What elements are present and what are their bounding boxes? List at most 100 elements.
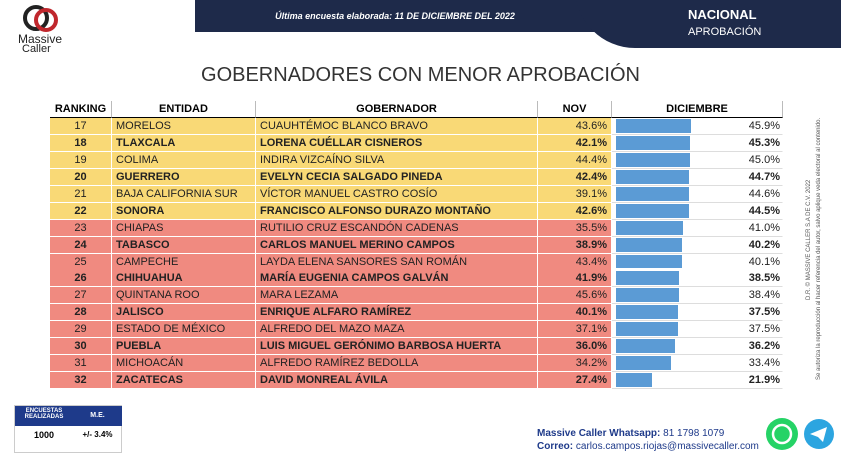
nov: 41.9%: [538, 270, 612, 288]
gobernador: EVELYN CECIA SALGADO PINEDA: [256, 168, 538, 186]
nov: 40.1%: [538, 304, 612, 322]
bar: [616, 237, 682, 252]
header-bar: [195, 0, 595, 32]
dic-label: 45.3%: [748, 136, 780, 149]
whatsapp-label: Massive Caller Whatsapp:: [537, 428, 661, 439]
gobernador: DAVID MONREAL ÁVILA: [256, 372, 538, 390]
gobernador: MARA LEZAMA: [256, 287, 538, 305]
rank: 23: [50, 219, 112, 237]
column-header: RANKING: [50, 101, 112, 118]
survey-info: Última encuesta elaborada: 11 DE DICIEMB…: [195, 11, 595, 21]
entidad: TLAXCALA: [112, 134, 256, 152]
entidad: CHIAPAS: [112, 219, 256, 237]
nov: 35.5%: [538, 219, 612, 237]
scope: NACIONAL: [688, 7, 757, 22]
survey-header-1: ENCUESTAS REALIZADAS: [15, 406, 73, 426]
nov: 39.1%: [538, 185, 612, 203]
nov: 45.6%: [538, 287, 612, 305]
logo-bottom: Caller: [22, 43, 51, 55]
entidad: MICHOACÁN: [112, 355, 256, 373]
dic-label: 44.7%: [748, 170, 780, 183]
dic-label: 45.9%: [748, 120, 780, 132]
bar: [616, 356, 671, 371]
survey-count: 1000: [33, 430, 55, 440]
dic-cell: [612, 372, 783, 390]
entidad: CAMPECHE: [112, 253, 256, 271]
gobernador: CARLOS MANUEL MERINO CAMPOS: [256, 236, 538, 254]
bar: [616, 186, 690, 201]
dic-label: 40.1%: [748, 255, 780, 268]
nov: 43.6%: [538, 118, 612, 135]
survey-box: ENCUESTAS REALIZADAS M.E. 1000 +/- 3.4%: [14, 405, 122, 453]
bar: [616, 220, 684, 235]
gobernador: RUTILIO CRUZ ESCANDÓN CADENAS: [256, 219, 538, 237]
bar: [616, 288, 679, 303]
gobernador: FRANCISCO ALFONSO DURAZO MONTAÑO: [256, 202, 538, 220]
whatsapp-contact: Massive Caller Whatsapp: 81 1798 1079: [537, 428, 724, 439]
rank: 22: [50, 202, 112, 220]
column-header: NOV: [538, 101, 612, 118]
gobernador: ENRIQUE ALFARO RAMÍREZ: [256, 304, 538, 322]
column-header: ENTIDAD: [112, 101, 256, 118]
rank: 18: [50, 134, 112, 152]
rank: 27: [50, 287, 112, 305]
column-header: GOBERNADOR: [256, 101, 538, 118]
nov: 34.2%: [538, 355, 612, 373]
rank: 28: [50, 304, 112, 322]
entidad: QUINTANA ROO: [112, 287, 256, 305]
email: carlos.campos.riojas@massivecaller.com: [575, 441, 759, 452]
entidad: SONORA: [112, 202, 256, 220]
title: GOBERNADORES CON MENOR APROBACIÓN: [201, 64, 640, 86]
nov: 42.4%: [538, 168, 612, 186]
rank: 31: [50, 355, 112, 373]
bar: [616, 135, 691, 150]
gobernador: MARÍA EUGENIA CAMPOS GALVÁN: [256, 270, 538, 288]
entidad: PUEBLA: [112, 338, 256, 356]
gobernador: CUAUHTÉMOC BLANCO BRAVO: [256, 118, 538, 135]
nov: 27.4%: [538, 372, 612, 390]
bar: [616, 339, 676, 354]
rank: 17: [50, 118, 112, 135]
dic-label: 44.5%: [748, 204, 780, 217]
rank: 21: [50, 185, 112, 203]
bar: [616, 203, 689, 218]
bar: [616, 271, 680, 286]
nov: 38.9%: [538, 236, 612, 254]
bar: [616, 119, 692, 133]
dic-label: 38.5%: [748, 272, 780, 285]
entidad: GUERRERO: [112, 168, 256, 186]
entidad: COLIMA: [112, 151, 256, 169]
metric: APROBACIÓN: [688, 26, 762, 38]
survey-date: 11 DE DICIEMBRE DEL 2022: [394, 11, 515, 21]
entidad: CHIHUAHUA: [112, 270, 256, 288]
survey-error: +/- 3.4%: [82, 430, 113, 439]
dic-label: 37.5%: [748, 323, 780, 336]
social-icons: [766, 418, 834, 450]
gobernador: INDIRA VIZCAÍNO SILVA: [256, 151, 538, 169]
dic-label: 44.6%: [748, 187, 780, 200]
rank: 32: [50, 372, 112, 390]
entidad: ZACATECAS: [112, 372, 256, 390]
nov: 43.4%: [538, 253, 612, 271]
dic-label: 40.2%: [748, 238, 780, 251]
bar: [616, 322, 678, 337]
rank: 25: [50, 253, 112, 271]
copyright: D.R. © MASSIVE CALLER S.A DE C.V. 2022: [806, 179, 812, 300]
entidad: BAJA CALIFORNIA SUR: [112, 185, 256, 203]
rank: 24: [50, 236, 112, 254]
nov: 37.1%: [538, 321, 612, 339]
rank: 29: [50, 321, 112, 339]
entidad: MORELOS: [112, 118, 256, 135]
bar: [616, 305, 678, 320]
dic-label: 37.5%: [748, 306, 780, 319]
rank: 30: [50, 338, 112, 356]
email-contact: Correo: carlos.campos.riojas@massivecall…: [537, 441, 759, 452]
gobernador: LAYDA ELENA SANSORES SAN ROMÁN: [256, 253, 538, 271]
gobernador: LORENA CUÉLLAR CISNEROS: [256, 134, 538, 152]
nov: 42.6%: [538, 202, 612, 220]
nov: 44.4%: [538, 151, 612, 169]
dic-label: 33.4%: [748, 357, 780, 370]
bar: [616, 373, 652, 388]
logo-top: Massive: [18, 32, 63, 46]
email-label: Correo:: [537, 441, 574, 452]
